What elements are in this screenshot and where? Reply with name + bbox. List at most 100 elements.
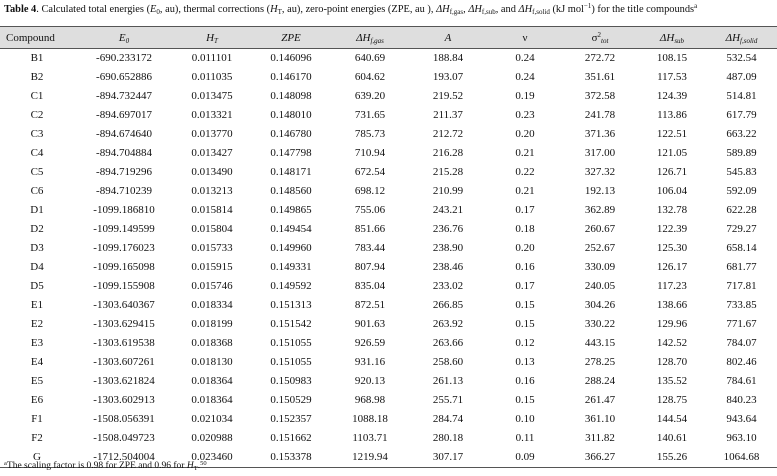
header-row: Compound E0 HT ZPE ΔHf,gas A ν σ2tot ΔHs… [0, 26, 777, 49]
cell-hgas: 783.44 [354, 242, 386, 254]
cell-e0: -1303.640367 [93, 299, 155, 311]
cell-hsolid: 802.46 [726, 356, 757, 368]
cell-a: 211.37 [433, 109, 463, 121]
cell-ht: 0.013321 [191, 109, 233, 121]
cell-hsub: 122.39 [656, 223, 688, 235]
cell-hgas: 639.20 [354, 90, 386, 102]
cell-nu: 0.21 [515, 185, 535, 197]
cell-hsolid: 771.67 [726, 318, 757, 330]
energies-table: Compound E0 HT ZPE ΔHf,gas A ν σ2tot ΔHs… [0, 26, 777, 468]
caption-dhsolid-sub: f,solid [532, 8, 550, 16]
cell-hsub: 124.39 [656, 90, 688, 102]
cell-hsub: 106.04 [656, 185, 688, 197]
cell-zpe: 0.149331 [270, 261, 312, 273]
cell-e0: -690.652886 [96, 71, 152, 83]
cell-a: 280.18 [432, 432, 464, 444]
cell-a: 307.17 [408, 448, 488, 468]
cell-nu: 0.24 [515, 52, 535, 64]
header-hgas: ΔHf,gas [332, 26, 408, 49]
cell-a: 255.71 [432, 394, 464, 406]
cell-hsub: 117.23 [657, 280, 687, 292]
cell-ht: 0.018364 [191, 394, 233, 406]
header-ht: HT [174, 26, 250, 49]
header-sigma: σ2tot [562, 26, 638, 49]
caption-text: ) for the title compounds [591, 4, 695, 15]
footnote-text: The scaling factor is 0.98 for ZPE and 0… [6, 461, 187, 471]
cell-hgas: 755.06 [354, 204, 386, 216]
cell-a: 266.85 [432, 299, 464, 311]
cell-ht: 0.013213 [191, 185, 233, 197]
cell-nu: 0.12 [515, 337, 535, 349]
cell-sigma: 252.67 [584, 242, 616, 254]
cell-zpe: 0.146780 [270, 128, 312, 140]
cell-sigma: 304.26 [584, 299, 616, 311]
table-row: B2 -690.652886 0.011035 0.146170 604.62 193.0… [0, 68, 777, 87]
caption-dhgas-sub: f,gas [449, 8, 464, 16]
cell-hgas: 926.59 [354, 337, 386, 349]
cell-a: 236.76 [432, 223, 464, 235]
cell-zpe: 0.148560 [270, 185, 312, 197]
cell-hsolid: 733.85 [726, 299, 757, 311]
cell-zpe: 0.149960 [270, 242, 312, 254]
caption-label: Table 4 [4, 4, 37, 15]
cell-hsub: 128.70 [656, 356, 688, 368]
header-ht-symbol: H [206, 31, 215, 44]
cell-hgas: 968.98 [354, 394, 386, 406]
cell-ht: 0.013475 [191, 90, 233, 102]
cell-compound: D4 [30, 261, 44, 273]
cell-hsub: 113.86 [657, 109, 687, 121]
caption-ht-sub: T [277, 8, 282, 16]
cell-nu: 0.15 [515, 318, 535, 330]
header-hsub-symbol: ΔH [659, 31, 675, 44]
cell-compound: F1 [31, 413, 43, 425]
cell-ht: 0.023460 [174, 448, 250, 468]
table-row: D1 -1099.186810 0.015814 0.149865 755.06 243.… [0, 201, 777, 220]
cell-zpe: 0.150529 [270, 394, 312, 406]
table-row: C6 -894.710239 0.013213 0.148560 698.12 210.9… [0, 182, 777, 201]
cell-ht: 0.013770 [191, 128, 233, 140]
cell-ht: 0.015733 [191, 242, 233, 254]
footnote-ref: 50 [200, 460, 207, 467]
cell-ht: 0.018130 [191, 356, 233, 368]
cell-a: 258.60 [432, 356, 464, 368]
cell-zpe: 0.148171 [270, 166, 312, 178]
cell-sigma: 330.09 [584, 261, 616, 273]
cell-nu: 0.15 [515, 299, 535, 311]
cell-nu: 0.09 [488, 448, 562, 468]
cell-nu: 0.11 [515, 432, 535, 444]
table-row: B1 -690.233172 0.011101 0.146096 640.69 188.8… [0, 49, 777, 69]
cell-hsub: 140.61 [656, 432, 688, 444]
cell-hsolid: 617.79 [726, 109, 757, 121]
cell-ht: 0.013490 [191, 166, 233, 178]
cell-ht: 0.013427 [191, 147, 233, 159]
cell-a: 238.46 [432, 261, 464, 273]
caption-separator: , and [495, 4, 519, 15]
cell-hsub: 125.30 [656, 242, 688, 254]
cell-sigma: 261.47 [584, 394, 616, 406]
cell-nu: 0.18 [515, 223, 535, 235]
cell-hsolid: 1064.68 [706, 448, 777, 468]
header-e0-sub: 0 [125, 36, 130, 45]
caption-e0-sub: 0 [156, 8, 160, 16]
cell-compound: E6 [30, 394, 44, 406]
caption-dhsub-sub: f,sub [481, 8, 496, 16]
header-hsolid-sub: f,solid [740, 36, 758, 45]
cell-a: 261.13 [432, 375, 464, 387]
cell-e0: -894.704884 [96, 147, 152, 159]
header-hgas-sub: f,gas [370, 36, 384, 45]
cell-hsub: 128.75 [656, 394, 688, 406]
cell-hsolid: 784.07 [726, 337, 757, 349]
cell-compound: C3 [30, 128, 44, 140]
header-zpe: ZPE [250, 26, 332, 49]
cell-zpe: 0.149454 [270, 223, 312, 235]
caption-unit-sup: −1 [583, 2, 592, 10]
cell-hgas: 920.13 [354, 375, 386, 387]
cell-hsolid: 729.27 [726, 223, 757, 235]
cell-hsolid: 487.09 [726, 71, 757, 83]
cell-e0: -1099.155908 [93, 280, 155, 292]
cell-e0: -1303.621824 [93, 375, 155, 387]
cell-compound: E5 [30, 375, 44, 387]
caption-text: . Calculated total energies ( [36, 4, 151, 15]
cell-hgas: 807.94 [354, 261, 386, 273]
cell-hgas: 1088.18 [352, 413, 388, 425]
